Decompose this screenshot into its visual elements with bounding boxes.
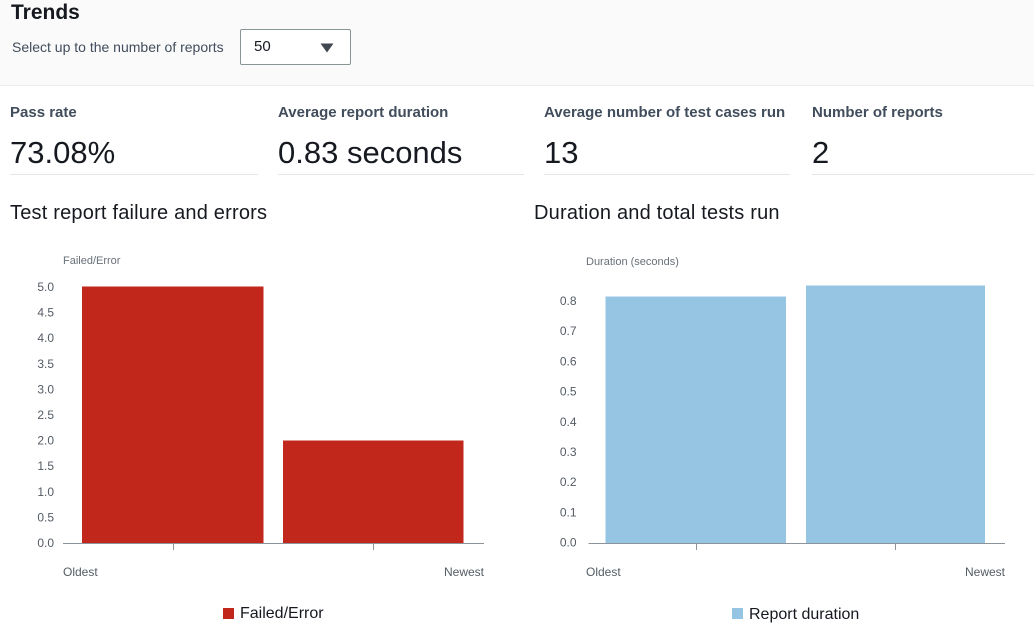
svg-text:0.8: 0.8 [560, 294, 577, 308]
svg-text:0.5: 0.5 [37, 510, 54, 524]
svg-text:3.5: 3.5 [37, 357, 54, 371]
svg-text:0.2: 0.2 [560, 475, 577, 489]
svg-text:Oldest: Oldest [586, 565, 621, 579]
svg-text:4.5: 4.5 [37, 306, 54, 320]
svg-text:Failed/Error: Failed/Error [63, 255, 121, 267]
svg-text:1.5: 1.5 [37, 459, 54, 473]
svg-text:0.5: 0.5 [560, 385, 577, 399]
svg-text:4.0: 4.0 [37, 331, 54, 345]
svg-text:2.5: 2.5 [37, 408, 54, 422]
svg-text:Newest: Newest [444, 565, 485, 579]
svg-text:0.6: 0.6 [560, 354, 577, 368]
svg-text:1.0: 1.0 [37, 485, 54, 499]
svg-text:Oldest: Oldest [63, 565, 98, 579]
svg-text:0.1: 0.1 [560, 505, 577, 519]
svg-text:5.0: 5.0 [37, 280, 54, 294]
svg-text:2.0: 2.0 [37, 434, 54, 448]
svg-text:0.7: 0.7 [560, 324, 577, 338]
svg-text:0.4: 0.4 [560, 415, 577, 429]
svg-text:Duration (seconds): Duration (seconds) [586, 256, 679, 268]
svg-text:0.0: 0.0 [37, 536, 54, 550]
svg-text:0.0: 0.0 [560, 536, 577, 550]
svg-text:0.3: 0.3 [560, 445, 577, 459]
svg-text:Newest: Newest [965, 565, 1006, 579]
svg-text:3.0: 3.0 [37, 382, 54, 396]
